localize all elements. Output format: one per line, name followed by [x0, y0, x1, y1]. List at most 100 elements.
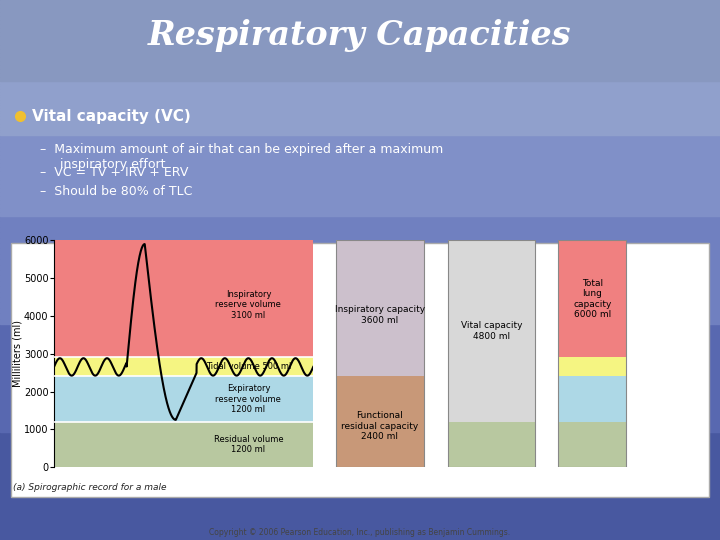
Bar	[0, 113, 720, 116]
Bar	[0, 111, 720, 113]
Bar	[0, 81, 720, 84]
Text: Vital capacity (VC): Vital capacity (VC)	[32, 109, 191, 124]
Bar	[0, 281, 720, 286]
Bar	[0, 302, 720, 308]
Bar	[0, 208, 720, 212]
Bar	[0, 297, 720, 302]
Bar	[0, 265, 720, 270]
Bar	[0, 238, 720, 243]
Bar	[0, 421, 720, 427]
Bar	[11, 243, 709, 497]
Bar	[0, 20, 720, 24]
Bar	[336, 376, 423, 467]
Text: Expiratory
reserve volume
1200 ml: Expiratory reserve volume 1200 ml	[215, 384, 282, 414]
Bar	[0, 127, 720, 130]
Bar	[54, 240, 313, 357]
Bar	[0, 97, 720, 100]
Bar	[0, 212, 720, 216]
Bar	[0, 313, 720, 319]
Bar	[0, 132, 720, 135]
Bar	[0, 351, 720, 356]
Bar	[0, 394, 720, 400]
Bar	[0, 77, 720, 81]
Bar	[0, 416, 720, 421]
Bar	[0, 108, 720, 111]
Bar	[0, 535, 720, 540]
Bar	[0, 204, 720, 208]
Bar	[0, 100, 720, 103]
Text: Copyright © 2006 Pearson Education, Inc., publishing as Benjamin Cummings.: Copyright © 2006 Pearson Education, Inc.…	[210, 528, 510, 537]
Bar	[0, 475, 720, 481]
Bar	[0, 329, 720, 335]
Bar	[0, 400, 720, 405]
Bar	[0, 200, 720, 204]
Bar	[0, 143, 720, 147]
Bar	[0, 12, 720, 16]
Bar	[0, 192, 720, 195]
Bar	[0, 188, 720, 192]
Bar	[0, 292, 720, 297]
Bar	[0, 432, 720, 437]
Bar	[0, 103, 720, 105]
Bar	[0, 248, 720, 254]
Bar	[0, 308, 720, 313]
Bar	[0, 243, 720, 248]
Bar	[0, 367, 720, 373]
Bar	[0, 335, 720, 340]
Bar	[0, 163, 720, 167]
Bar	[0, 73, 720, 77]
Bar	[0, 89, 720, 92]
Bar	[0, 49, 720, 53]
Bar	[0, 502, 720, 508]
Bar	[558, 240, 626, 357]
Text: Total
lung
capacity
6000 ml: Total lung capacity 6000 ml	[573, 279, 611, 319]
Bar	[0, 324, 720, 329]
Bar	[0, 254, 720, 259]
Bar	[0, 159, 720, 163]
Bar	[0, 227, 720, 232]
Bar	[0, 470, 720, 475]
Text: Residual volume
1200 ml: Residual volume 1200 ml	[214, 435, 283, 454]
Bar	[0, 497, 720, 502]
Bar	[0, 221, 720, 227]
Bar	[0, 443, 720, 448]
Bar	[0, 513, 720, 518]
Text: Inspiratory
reserve volume
3100 ml: Inspiratory reserve volume 3100 ml	[215, 290, 282, 320]
Bar	[0, 86, 720, 89]
Bar	[54, 357, 313, 376]
Bar	[54, 376, 313, 422]
Bar	[0, 275, 720, 281]
Bar	[0, 28, 720, 32]
Bar	[0, 65, 720, 69]
Bar	[0, 8, 720, 12]
Bar	[0, 373, 720, 378]
Bar	[0, 124, 720, 127]
Bar	[0, 319, 720, 324]
Bar	[0, 427, 720, 432]
Bar	[0, 4, 720, 8]
Bar	[0, 24, 720, 28]
Bar	[0, 270, 720, 275]
Bar	[0, 362, 720, 367]
Bar	[0, 481, 720, 486]
Y-axis label: Milliliters (ml): Milliliters (ml)	[12, 320, 22, 387]
Bar	[0, 196, 720, 200]
Bar	[0, 92, 720, 94]
Bar	[0, 524, 720, 529]
Bar	[0, 122, 720, 124]
Bar	[558, 422, 626, 467]
Bar	[0, 45, 720, 49]
Bar	[0, 139, 720, 143]
Text: –  Maximum amount of air that can be expired after a maximum
     inspiratory ef: – Maximum amount of air that can be expi…	[40, 143, 443, 171]
Bar	[0, 16, 720, 20]
Bar	[0, 119, 720, 122]
Bar	[0, 179, 720, 184]
Bar	[0, 518, 720, 524]
Bar	[0, 464, 720, 470]
Bar	[0, 151, 720, 156]
Text: (a) Spirographic record for a male: (a) Spirographic record for a male	[13, 483, 166, 492]
Bar	[0, 69, 720, 73]
Bar	[0, 105, 720, 108]
Text: –  Should be 80% of TLC: – Should be 80% of TLC	[40, 185, 192, 198]
Bar	[0, 378, 720, 383]
